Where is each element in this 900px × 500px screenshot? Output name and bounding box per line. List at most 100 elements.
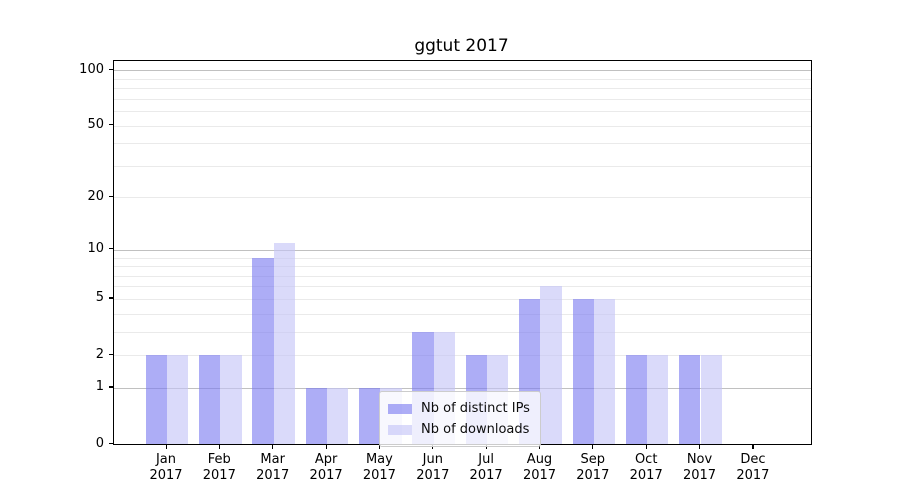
- y-tick-label: 10: [87, 241, 104, 257]
- gridline-minor: [114, 165, 811, 167]
- bar-ips-may: [359, 387, 381, 444]
- y-tick-label: 20: [87, 188, 104, 204]
- y-tick-label: 1: [95, 379, 104, 395]
- x-tick-mark: [378, 445, 381, 449]
- bar-ips-nov: [679, 355, 701, 444]
- bar-ips-mar: [252, 257, 274, 444]
- x-tick-label-sep: Sep 2017: [563, 452, 623, 484]
- bar-downloads-nov: [700, 355, 722, 444]
- x-tick-month: Oct: [634, 452, 658, 467]
- x-tick-month: Jan: [155, 452, 177, 467]
- bar-downloads-feb: [220, 355, 242, 444]
- x-tick-month: Apr: [314, 452, 338, 467]
- bar-ips-oct: [625, 355, 648, 444]
- x-tick-year: 2017: [736, 468, 770, 483]
- x-tick-month: Jul: [478, 452, 494, 467]
- x-tick-label-aug: Aug 2017: [510, 452, 570, 484]
- x-tick-year: 2017: [682, 468, 717, 483]
- y-tick-mark: [108, 386, 113, 388]
- y-tick-label: 0: [95, 435, 104, 451]
- y-tick-mark: [108, 353, 113, 355]
- gridline-minor: [114, 331, 811, 333]
- gridline-minor: [114, 257, 811, 259]
- x-tick-year: 2017: [256, 468, 290, 483]
- x-tick-label-oct: Oct 2017: [616, 452, 676, 484]
- legend-entry-ips: Nb of distinct IPs: [388, 398, 530, 419]
- x-tick-label-nov: Nov 2017: [670, 452, 730, 484]
- gridline-major: [114, 387, 811, 389]
- x-tick-label-jul: Jul 2017: [456, 452, 516, 484]
- bar-downloads-aug: [540, 286, 562, 444]
- x-tick-year: 2017: [309, 468, 343, 483]
- x-tick-label-mar: Mar 2017: [243, 452, 303, 484]
- y-tick-label: 5: [95, 290, 104, 306]
- x-tick-mark: [539, 445, 541, 449]
- gridline-minor: [114, 125, 811, 127]
- x-tick-label-jan: Jan 2017: [136, 452, 196, 484]
- y-tick-label: 100: [79, 61, 104, 77]
- legend-swatch-ips: [388, 403, 412, 414]
- x-tick-mark: [752, 445, 754, 449]
- legend-entry-downloads: Nb of downloads: [388, 419, 530, 440]
- plot-area: Nb of distinct IPs Nb of downloads: [113, 60, 812, 447]
- x-tick-month: May: [365, 452, 393, 467]
- x-tick-year: 2017: [469, 468, 503, 483]
- gridline-minor: [114, 197, 811, 199]
- x-tick-mark: [272, 445, 274, 449]
- bar-downloads-oct: [647, 355, 669, 444]
- x-tick-month: Nov: [686, 452, 713, 467]
- gridline-minor: [114, 78, 811, 80]
- x-tick-mark: [485, 445, 487, 449]
- x-tick-label-feb: Feb 2017: [189, 452, 249, 484]
- x-tick-year: 2017: [416, 468, 450, 483]
- x-tick-year: 2017: [149, 468, 183, 483]
- bar-ips-feb: [199, 355, 221, 444]
- y-tick-mark: [108, 195, 113, 198]
- x-tick-month: Feb: [207, 452, 231, 467]
- bar-downloads-sep: [593, 298, 616, 444]
- y-tick-mark: [108, 68, 113, 70]
- x-tick-mark: [645, 445, 647, 449]
- y-tick-label: 50: [87, 117, 104, 132]
- x-tick-month: Sep: [580, 452, 606, 467]
- gridline-minor: [114, 143, 811, 145]
- y-tick-mark: [108, 124, 113, 126]
- x-tick-month: Mar: [260, 452, 285, 467]
- x-tick-mark: [218, 445, 220, 449]
- x-tick-year: 2017: [202, 468, 236, 483]
- x-tick-year: 2017: [362, 468, 396, 483]
- bar-ips-apr: [305, 387, 328, 444]
- gridline-major: [114, 249, 811, 251]
- legend-label: Nb of downloads: [421, 422, 530, 437]
- x-tick-label-apr: Apr 2017: [296, 452, 356, 484]
- gridline-minor: [114, 88, 811, 90]
- x-tick-label-may: May 2017: [349, 452, 409, 484]
- y-tick-mark: [108, 442, 113, 444]
- gridline-minor: [114, 313, 811, 315]
- bar-ips-sep: [572, 298, 594, 444]
- x-tick-month: Dec: [740, 452, 766, 467]
- gridline-minor: [114, 298, 811, 300]
- legend-swatch-downloads: [388, 424, 412, 435]
- bar-downloads-jan: [167, 355, 189, 444]
- chart-title: ggtut 2017: [414, 36, 509, 56]
- bar-downloads-apr: [327, 387, 349, 444]
- y-tick-mark: [108, 248, 113, 250]
- gridline-minor: [114, 111, 811, 112]
- x-tick-mark: [432, 445, 434, 449]
- bar-ips-jan: [145, 355, 167, 444]
- gridline-major: [114, 70, 811, 72]
- legend: Nb of distinct IPs Nb of downloads: [379, 391, 541, 447]
- y-tick-mark: [108, 297, 113, 299]
- y-tick-label: 2: [95, 346, 104, 362]
- x-tick-label-jun: Jun 2017: [403, 452, 463, 484]
- x-tick-year: 2017: [522, 468, 557, 483]
- x-tick-month: Aug: [526, 452, 553, 467]
- gridline-minor: [114, 355, 811, 356]
- x-tick-month: Jun: [422, 452, 443, 467]
- x-tick-year: 2017: [629, 468, 663, 483]
- gridline-minor: [114, 286, 811, 288]
- legend-label: Nb of distinct IPs: [421, 401, 530, 416]
- x-tick-mark: [592, 445, 594, 449]
